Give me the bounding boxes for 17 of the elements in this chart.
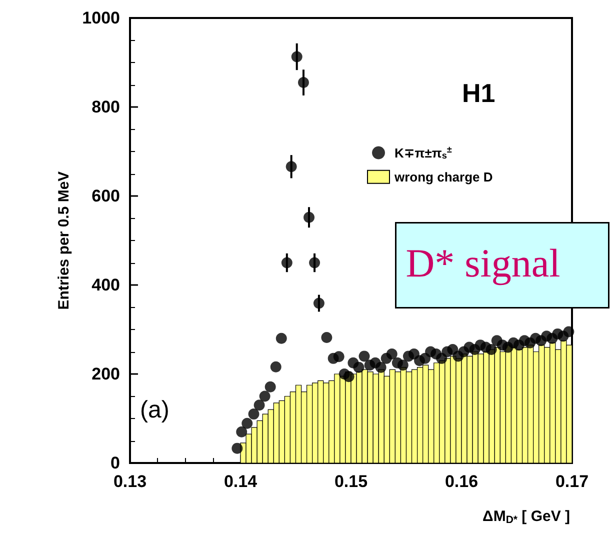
y-tick-label: 0 — [110, 454, 120, 472]
annotation: (a) — [140, 396, 170, 424]
y-tick-label: 1000 — [82, 8, 120, 28]
y-tick-label: 800 — [92, 98, 120, 116]
y-tick-label: 400 — [92, 276, 120, 294]
x-tick-label: 0.14 — [224, 472, 258, 491]
x-tick-label: 0.16 — [444, 472, 478, 491]
y-tick-label: 600 — [92, 186, 120, 206]
legend-label: K∓π±πs± — [394, 144, 452, 160]
x-tick-label: 0.17 — [555, 472, 589, 491]
x-tick-label: 0.15 — [334, 472, 368, 491]
y-axis-title: Entries per 0.5 MeV — [55, 171, 72, 310]
legend-label: wrong charge D — [394, 169, 493, 184]
annotation: D* signal — [406, 240, 560, 286]
y-tick-label: 200 — [92, 364, 120, 384]
annotation: H1 — [462, 78, 496, 108]
x-tick-label: 0.13 — [113, 472, 147, 491]
